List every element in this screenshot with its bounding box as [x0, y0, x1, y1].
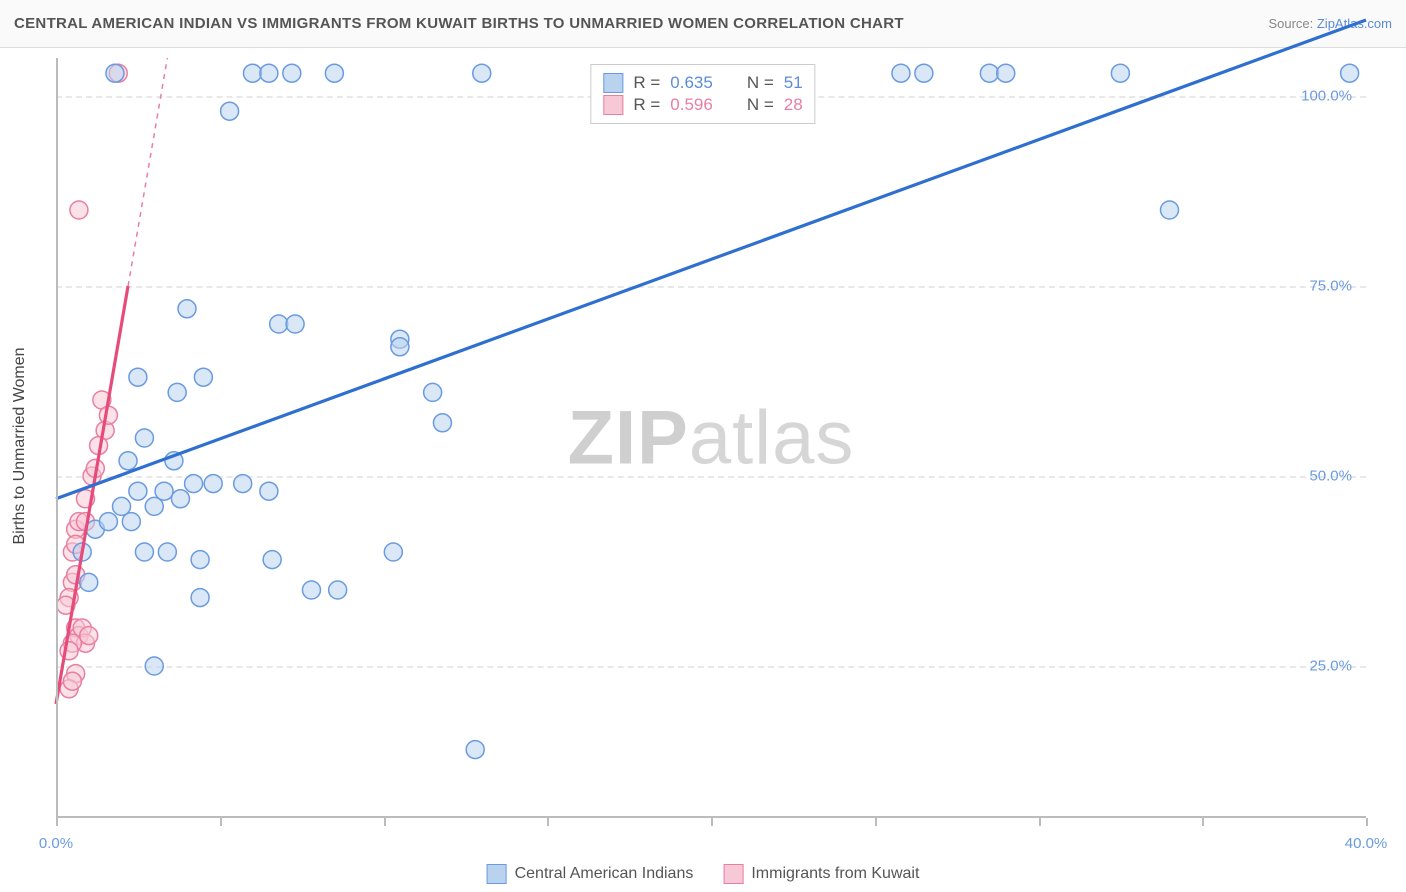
data-point [194, 368, 212, 386]
data-point [191, 589, 209, 607]
data-point [135, 543, 153, 561]
chart-title: CENTRAL AMERICAN INDIAN VS IMMIGRANTS FR… [14, 15, 904, 32]
data-point [106, 64, 124, 82]
swatch-b [603, 95, 623, 115]
data-point [145, 497, 163, 515]
legend-row-a: R = 0.635 N = 51 [603, 73, 802, 93]
data-point [119, 452, 137, 470]
data-point [244, 64, 262, 82]
scatter-chart [56, 58, 1366, 818]
plot-area: 25.0%50.0%75.0%100.0% ZIPatlas 0.0%40.0% [56, 58, 1366, 818]
data-point [178, 300, 196, 318]
data-point [129, 368, 147, 386]
data-point [270, 315, 288, 333]
data-point [135, 429, 153, 447]
data-point [158, 543, 176, 561]
data-point [283, 64, 301, 82]
data-point [80, 573, 98, 591]
data-point [997, 64, 1015, 82]
x-tick-label: 40.0% [1345, 835, 1388, 852]
swatch-a [603, 73, 623, 93]
data-point [1341, 64, 1359, 82]
data-point [433, 414, 451, 432]
data-point [286, 315, 304, 333]
source-attribution: Source: ZipAtlas.com [1268, 16, 1392, 31]
data-point [171, 490, 189, 508]
data-point [892, 64, 910, 82]
data-point [329, 581, 347, 599]
legend-item-b: Immigrants from Kuwait [723, 864, 919, 884]
data-point [384, 543, 402, 561]
swatch-b-icon [723, 864, 743, 884]
data-point [185, 475, 203, 493]
data-point [145, 657, 163, 675]
legend-row-b: R = 0.596 N = 28 [603, 95, 802, 115]
series-legend: Central American Indians Immigrants from… [487, 864, 920, 884]
y-axis [56, 58, 58, 818]
data-point [263, 551, 281, 569]
data-point [424, 383, 442, 401]
data-point [99, 513, 117, 531]
correlation-legend: R = 0.635 N = 51 R = 0.596 N = 28 [590, 64, 815, 124]
data-point [191, 551, 209, 569]
data-point [80, 627, 98, 645]
data-point [234, 475, 252, 493]
data-point [915, 64, 933, 82]
data-point [1111, 64, 1129, 82]
data-point [122, 513, 140, 531]
data-point [204, 475, 222, 493]
data-point [302, 581, 320, 599]
data-point [260, 64, 278, 82]
data-point [391, 338, 409, 356]
data-point [325, 64, 343, 82]
legend-item-a: Central American Indians [487, 864, 694, 884]
y-axis-label: Births to Unmarried Women [11, 347, 29, 544]
data-point [260, 482, 278, 500]
swatch-a-icon [487, 864, 507, 884]
data-point [168, 383, 186, 401]
data-point [129, 482, 147, 500]
regression-line [128, 58, 167, 286]
x-tick-label: 0.0% [39, 835, 73, 852]
data-point [1161, 201, 1179, 219]
data-point [63, 672, 81, 690]
data-point [980, 64, 998, 82]
data-point [221, 102, 239, 120]
data-point [466, 741, 484, 759]
chart-header: CENTRAL AMERICAN INDIAN VS IMMIGRANTS FR… [0, 0, 1406, 48]
data-point [70, 201, 88, 219]
data-point [473, 64, 491, 82]
